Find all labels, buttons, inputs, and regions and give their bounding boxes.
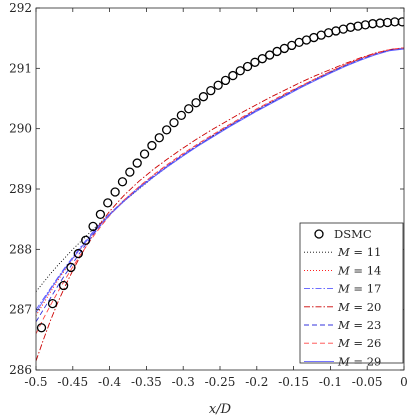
dsmc-markers: [36, 17, 404, 333]
legend-label-m26: M = 26: [337, 336, 381, 350]
dsmc-marker: [169, 117, 179, 128]
dsmc-marker: [147, 140, 157, 151]
dsmc-marker: [125, 167, 135, 177]
dsmc-marker: [139, 149, 150, 159]
dsmc-marker: [257, 54, 267, 64]
y-tick-label: 287: [9, 303, 32, 317]
x-tick-label: -0.3: [172, 375, 195, 389]
dsmc-marker: [117, 177, 128, 187]
dsmc-marker: [88, 221, 98, 232]
dsmc-marker: [235, 66, 245, 76]
x-tick-label: -0.2: [245, 375, 268, 389]
legend-label-m17: M = 17: [337, 282, 381, 296]
y-tick-label: 290: [9, 122, 32, 136]
x-axis-ticks: -0.5 -0.45 -0.4 -0.35 -0.3 -0.25 -0.2 -0.15 -0.1…: [24, 8, 407, 389]
x-tick-label: -0.25: [205, 375, 236, 389]
x-axis-title: x/D: [209, 402, 232, 417]
dsmc-marker: [191, 98, 201, 108]
dsmc-marker: [176, 110, 187, 121]
dsmc-marker: [58, 280, 69, 291]
x-tick-label: -0.45: [57, 375, 88, 389]
dsmc-marker: [397, 17, 404, 27]
legend-box: [299, 222, 404, 364]
legend-label-m20: M = 20: [337, 300, 381, 314]
x-tick-label: -0.35: [131, 375, 162, 389]
legend-label-m23: M = 23: [337, 318, 381, 332]
dsmc-marker: [161, 125, 172, 135]
legend-label-m11: M = 11: [337, 245, 381, 259]
legend-label-m29: M = 29: [337, 354, 381, 368]
x-tick-label: 0: [400, 375, 407, 389]
dsmc-marker: [242, 61, 253, 72]
dsmc-marker: [47, 298, 58, 309]
x-tick-label: -0.05: [352, 375, 383, 389]
series-line-m23: [36, 47, 404, 322]
dsmc-marker: [36, 323, 47, 333]
x-tick-label: -0.5: [24, 375, 47, 389]
legend-label-dsmc: DSMC: [334, 227, 372, 241]
x-tick-label: -0.1: [319, 375, 342, 389]
dsmc-marker: [184, 104, 194, 114]
y-tick-label: 286: [9, 363, 32, 377]
dsmc-marker: [66, 262, 76, 273]
dsmc-marker: [95, 209, 106, 219]
legend-marker-dsmc: [314, 229, 324, 239]
y-tick-label: 288: [9, 242, 32, 256]
legend: DSMC M = 11 M = 14 M = 17 M = 20 M = 23 M = 26…: [299, 222, 404, 368]
dsmc-marker: [73, 248, 83, 259]
dsmc-marker: [206, 86, 216, 96]
series-line-m26: [36, 47, 404, 334]
series-line-m17: [36, 47, 404, 310]
dsmc-marker: [132, 158, 142, 168]
legend-label-m14: M = 14: [337, 263, 381, 277]
y-tick-label: 291: [9, 61, 32, 75]
dsmc-marker: [154, 133, 164, 143]
y-tick-label: 289: [9, 182, 32, 196]
dsmc-marker: [250, 57, 260, 67]
dsmc-marker: [220, 75, 231, 86]
dsmc-marker: [213, 80, 223, 90]
dsmc-marker: [198, 92, 209, 102]
dsmc-marker: [103, 198, 113, 208]
y-axis-ticks: 286 287 288 289 290 291 292: [9, 1, 404, 377]
y-tick-label: 292: [9, 1, 32, 15]
dsmc-marker: [265, 50, 275, 60]
dsmc-marker: [81, 235, 91, 245]
series-line-m29: [36, 48, 404, 313]
dsmc-marker: [110, 187, 120, 197]
dsmc-marker: [228, 70, 238, 81]
x-tick-label: -0.15: [278, 375, 309, 389]
x-tick-label: -0.4: [98, 375, 122, 389]
